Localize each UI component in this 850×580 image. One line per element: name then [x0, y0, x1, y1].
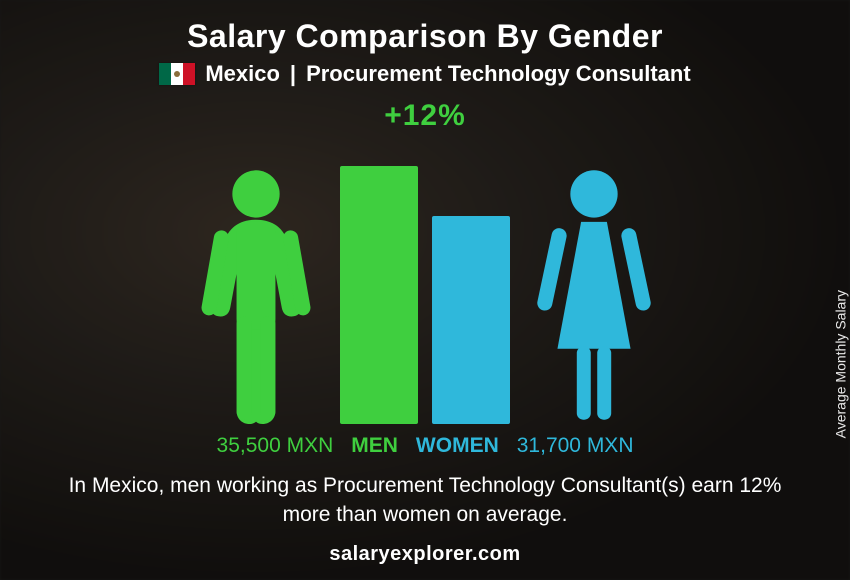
country-label: Mexico	[205, 61, 280, 87]
infographic-container: Salary Comparison By Gender Mexico | Pro…	[0, 0, 850, 580]
men-amount: 35,500 MXN	[217, 434, 334, 458]
women-amount: 31,700 MXN	[517, 434, 634, 458]
chart-area	[30, 133, 820, 424]
women-bar	[432, 216, 510, 424]
woman-figure-icon	[524, 166, 664, 424]
description-text: In Mexico, men working as Procurement Te…	[30, 472, 820, 529]
y-axis-label: Average Monthly Salary	[832, 290, 848, 438]
job-label: Procurement Technology Consultant	[306, 61, 691, 87]
man-figure-icon	[186, 166, 326, 424]
separator: |	[290, 61, 296, 87]
women-label: WOMEN	[416, 434, 499, 458]
men-bar	[340, 166, 418, 424]
footer-brand: salaryexplorer.com	[30, 543, 820, 566]
percentage-label: +12%	[30, 99, 820, 133]
subtitle-row: Mexico | Procurement Technology Consulta…	[30, 61, 820, 87]
page-title: Salary Comparison By Gender	[30, 18, 820, 55]
label-row: 35,500 MXN MEN WOMEN 31,700 MXN	[30, 434, 820, 458]
mexico-flag-icon	[159, 63, 195, 85]
men-label: MEN	[351, 434, 398, 458]
